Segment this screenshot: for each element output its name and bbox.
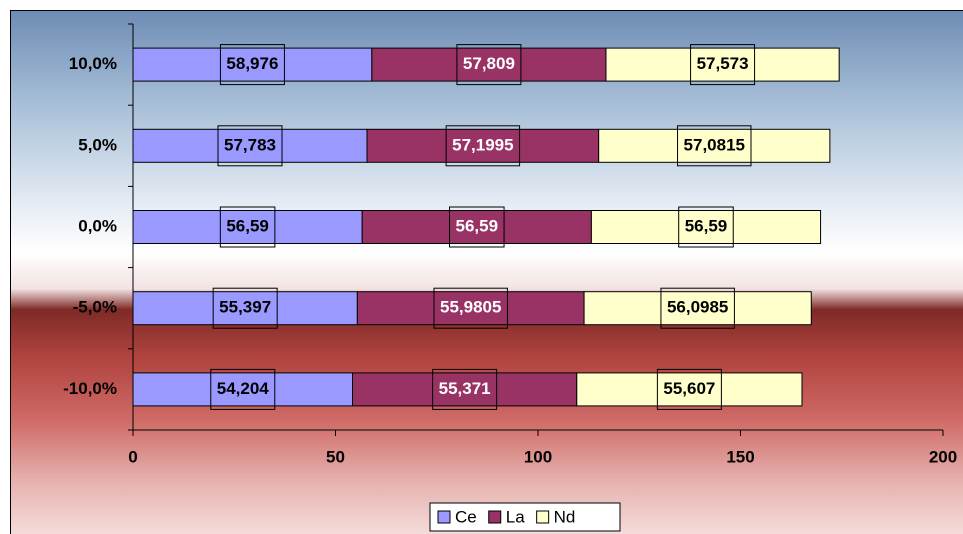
data-label: 55,397 (219, 298, 271, 317)
data-label-box (432, 368, 498, 410)
bar-segment (590, 210, 822, 244)
y-tick-label: 5,0% (78, 135, 117, 154)
data-label: 54,204 (217, 379, 270, 398)
data-label-box (217, 125, 283, 167)
legend-box (429, 502, 621, 532)
legend-label: Ce (455, 507, 477, 526)
data-label-box (456, 44, 522, 86)
bar-segment (352, 372, 578, 407)
chart-background (10, 10, 963, 534)
data-label: 57,809 (463, 54, 515, 73)
bar-segment (132, 128, 368, 163)
bar-segment (132, 291, 358, 326)
data-label: 56,59 (685, 216, 728, 235)
x-tick-label: 50 (326, 447, 345, 466)
data-label: 55,9805 (440, 298, 501, 317)
bar-segment (605, 47, 840, 82)
legend-label: La (506, 507, 525, 526)
legend-label: Nd (554, 507, 576, 526)
data-label-box (678, 206, 734, 248)
data-label: 56,59 (456, 216, 499, 235)
bar-segment (576, 372, 803, 407)
y-tick-label: 0,0% (78, 216, 117, 235)
data-label-box (433, 287, 508, 329)
data-label-box (212, 287, 278, 329)
y-tick-label: -5,0% (73, 298, 117, 317)
data-label-box (445, 125, 521, 167)
bar-segment (132, 372, 354, 407)
data-label-box (449, 206, 505, 248)
data-label: 55,607 (663, 379, 715, 398)
y-tick-label: -10,0% (63, 379, 117, 398)
data-label-box (219, 206, 276, 248)
x-tick-label: 150 (726, 447, 754, 466)
data-label: 56,0985 (667, 298, 728, 317)
data-label-box (210, 368, 276, 410)
data-label: 57,573 (697, 54, 749, 73)
data-label: 56,59 (226, 216, 269, 235)
data-label: 55,371 (439, 379, 491, 398)
bar-segment (132, 210, 363, 244)
legend-swatch (536, 510, 550, 524)
bar-segment (583, 291, 812, 326)
data-label: 57,0815 (684, 135, 745, 154)
data-label-box (690, 44, 756, 86)
legend-swatch (437, 510, 451, 524)
data-label-box (219, 44, 285, 86)
data-label: 57,783 (224, 135, 276, 154)
y-tick-label: 10,0% (69, 54, 117, 73)
data-label-box (677, 125, 752, 167)
data-label-box (656, 368, 722, 410)
data-label-box (660, 287, 735, 329)
bar-segment (366, 128, 600, 163)
bar-segment (361, 210, 592, 244)
x-tick-label: 0 (128, 447, 137, 466)
x-tick-label: 200 (929, 447, 957, 466)
bar-segment (598, 128, 831, 163)
legend-swatch (488, 510, 502, 524)
x-tick-label: 100 (524, 447, 552, 466)
data-label: 58,976 (226, 54, 278, 73)
data-label: 57,1995 (452, 135, 513, 154)
bar-segment (371, 47, 607, 82)
